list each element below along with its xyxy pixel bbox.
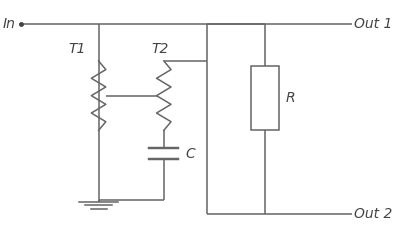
Text: Out 1: Out 1 bbox=[354, 17, 392, 31]
Text: In: In bbox=[2, 17, 15, 31]
Text: T2: T2 bbox=[151, 42, 169, 56]
Text: R: R bbox=[285, 91, 295, 105]
Text: C: C bbox=[186, 147, 195, 161]
Text: Out 2: Out 2 bbox=[354, 207, 392, 221]
Text: T1: T1 bbox=[68, 42, 86, 56]
Bar bbox=[252, 65, 279, 130]
